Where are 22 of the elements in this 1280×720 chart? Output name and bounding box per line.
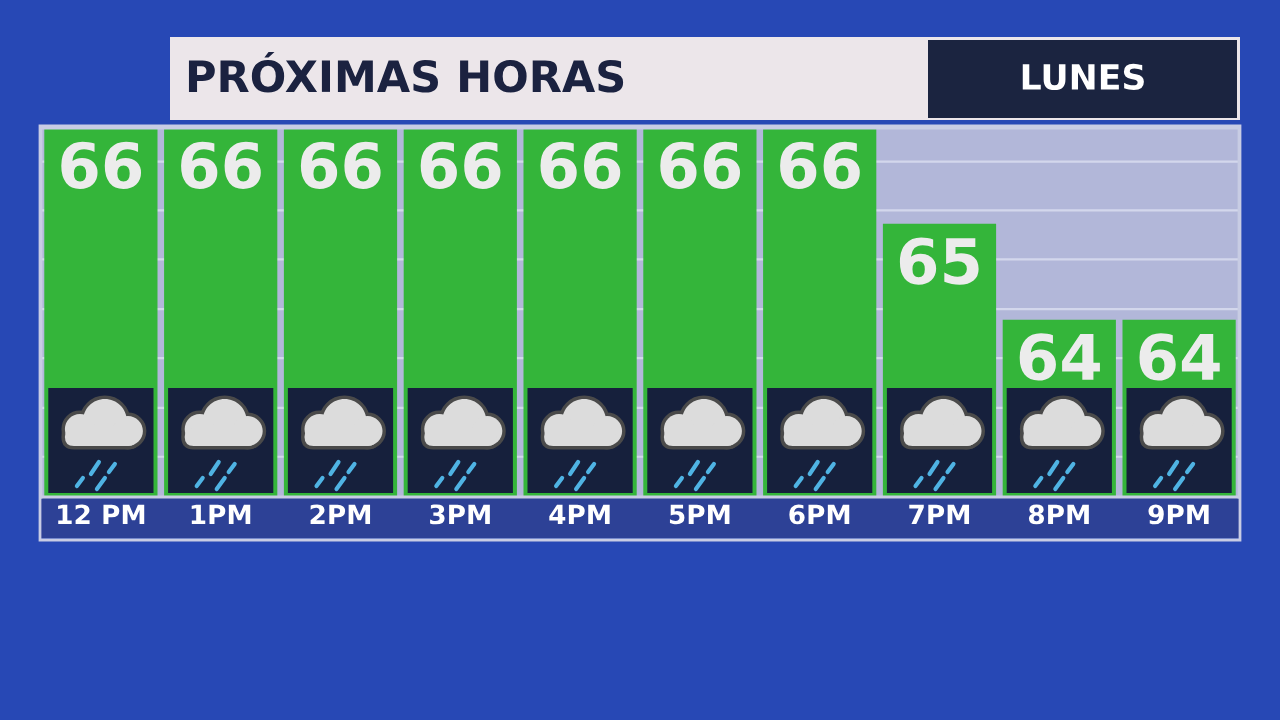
x-tick-label: 2PM [310,504,371,524]
chart-subtitle: LUNES [1022,63,1144,91]
data-label: 66 [420,141,501,189]
data-label: 65 [899,237,979,285]
x-tick-label: 7PM [909,504,970,524]
data-label: 64 [1139,333,1220,381]
x-tick-label: 1PM [191,504,251,524]
chart-title: PRÓXIMAS HORAS [188,52,624,93]
x-tick-label: 8PM [1028,504,1089,525]
x-tick-label: 9PM [1148,504,1209,525]
x-tick-label: 5PM [669,504,730,525]
x-tick-label: 12 PM [58,504,145,524]
data-label: 66 [300,141,381,189]
data-label: 66 [181,141,261,189]
data-label: 66 [780,141,860,189]
data-label: 64 [1019,333,1100,381]
data-label: 66 [660,141,741,189]
data-label: 66 [540,141,621,189]
data-label: 66 [61,141,142,189]
x-tick-label: 4PM [549,504,610,524]
x-tick-label: 6PM [789,504,850,525]
x-tick-label: 3PM [430,504,490,525]
